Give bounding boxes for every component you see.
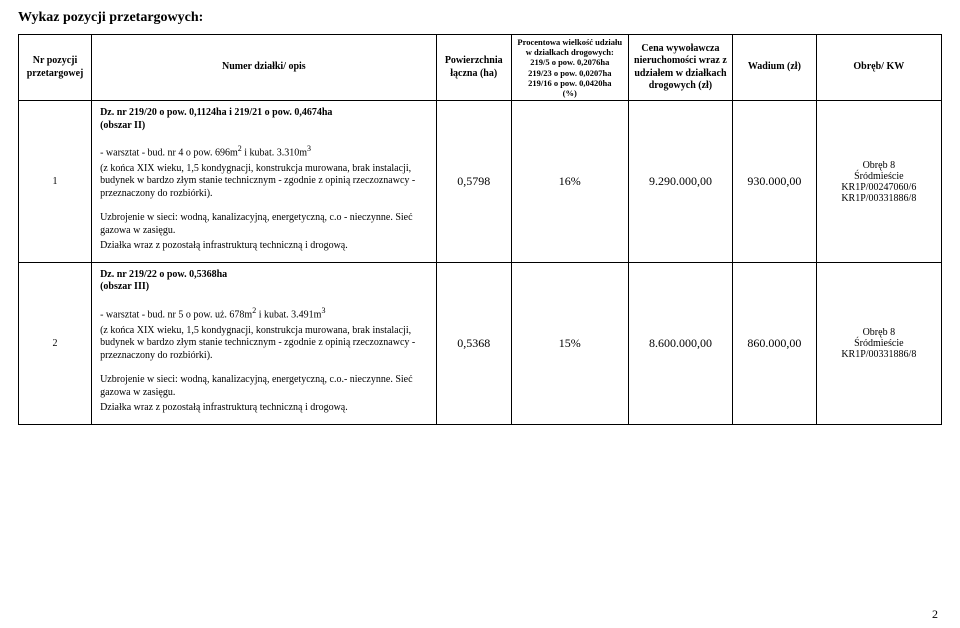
- opis-dz-b: (obszar III): [100, 281, 149, 292]
- cell-pct: 15%: [511, 262, 628, 424]
- kw-1: Obręb 8: [821, 327, 937, 338]
- page-root: Wykaz pozycji przetargowych: Nr pozycji …: [0, 0, 960, 628]
- table-row: 2 Dz. nr 219/22 o pow. 0,5368ha (obszar …: [19, 262, 942, 424]
- hdr-kw: Obręb/ KW: [816, 35, 941, 101]
- hdr-opis: Numer działki/ opis: [92, 35, 437, 101]
- cell-cena: 8.600.000,00: [628, 262, 732, 424]
- opis-dz: Dz. nr 219/20 o pow. 0,1124ha i 219/21 o…: [100, 107, 428, 132]
- opis-warsztat: - warsztat - bud. nr 4 o pow. 696m2 i ku…: [100, 144, 428, 160]
- opis-l4: Uzbrojenie w sieci: wodną, kanalizacyjną…: [100, 212, 428, 237]
- opis-dz-a: Dz. nr 219/20 o pow. 0,1124ha i 219/21 o…: [100, 107, 332, 118]
- table-body: 1 Dz. nr 219/20 o pow. 0,1124ha i 219/21…: [19, 101, 942, 425]
- hdr-nr: Nr pozycji przetargowej: [19, 35, 92, 101]
- opis-l3: (z końca XIX wieku, 1,5 kondygnacji, kon…: [100, 325, 428, 363]
- cell-ha: 0,5368: [436, 262, 511, 424]
- kw-2: Śródmieście: [821, 171, 937, 182]
- hdr-pct-l2: 219/5 o pow. 0,2076ha: [516, 57, 624, 67]
- cell-pct: 16%: [511, 101, 628, 263]
- hdr-ha: Powierzchnia łączna (ha): [436, 35, 511, 101]
- cell-wad: 930.000,00: [733, 101, 817, 263]
- opis-dz: Dz. nr 219/22 o pow. 0,5368ha (obszar II…: [100, 269, 428, 294]
- cell-cena: 9.290.000,00: [628, 101, 732, 263]
- hdr-pct-l4: 219/16 o pow. 0,0420ha: [516, 78, 624, 88]
- cell-nr: 1: [19, 101, 92, 263]
- cell-kw: Obręb 8 Śródmieście KR1P/00331886/8: [816, 262, 941, 424]
- opis-dz-b: (obszar II): [100, 120, 145, 131]
- opis-w-tail: i kubat. 3.310m: [242, 147, 307, 158]
- opis-w-a: - warsztat - bud. nr 4 o pow. 696m: [100, 147, 238, 158]
- sup3: 3: [321, 306, 325, 315]
- cell-opis: Dz. nr 219/20 o pow. 0,1124ha i 219/21 o…: [92, 101, 437, 263]
- kw-1: Obręb 8: [821, 160, 937, 171]
- kw-3: KR1P/00247060/6: [821, 182, 937, 193]
- cell-nr: 2: [19, 262, 92, 424]
- opis-l4: Uzbrojenie w sieci: wodną, kanalizacyjną…: [100, 374, 428, 399]
- hdr-wad: Wadium (zł): [733, 35, 817, 101]
- header-row: Nr pozycji przetargowej Numer działki/ o…: [19, 35, 942, 101]
- opis-l3: (z końca XIX wieku, 1,5 kondygnacji, kon…: [100, 163, 428, 201]
- opis-l5: Działka wraz z pozostałą infrastrukturą …: [100, 240, 428, 253]
- hdr-pct-l1: Procentowa wielkość udziału w działkach …: [516, 37, 624, 57]
- kw-3: KR1P/00331886/8: [821, 349, 937, 360]
- cell-opis: Dz. nr 219/22 o pow. 0,5368ha (obszar II…: [92, 262, 437, 424]
- cell-kw: Obręb 8 Śródmieście KR1P/00247060/6 KR1P…: [816, 101, 941, 263]
- hdr-cena: Cena wywoławcza nieruchomości wraz z udz…: [628, 35, 732, 101]
- opis-w-a: - warsztat - bud. nr 5 o pow. uż. 678m: [100, 309, 252, 320]
- opis-dz-a: Dz. nr 219/22 o pow. 0,5368ha: [100, 269, 227, 280]
- kw-2: Śródmieście: [821, 338, 937, 349]
- cell-wad: 860.000,00: [733, 262, 817, 424]
- page-number: 2: [932, 607, 938, 622]
- opis-w-tail: i kubat. 3.491m: [256, 309, 321, 320]
- table-head: Nr pozycji przetargowej Numer działki/ o…: [19, 35, 942, 101]
- sup3: 3: [307, 144, 311, 153]
- opis-l5: Działka wraz z pozostałą infrastrukturą …: [100, 402, 428, 415]
- opis-warsztat: - warsztat - bud. nr 5 o pow. uż. 678m2 …: [100, 306, 428, 322]
- table-row: 1 Dz. nr 219/20 o pow. 0,1124ha i 219/21…: [19, 101, 942, 263]
- hdr-pct: Procentowa wielkość udziału w działkach …: [511, 35, 628, 101]
- hdr-pct-l3: 219/23 o pow. 0,0207ha: [516, 68, 624, 78]
- hdr-pct-l5: (%): [516, 88, 624, 98]
- page-title: Wykaz pozycji przetargowych:: [18, 10, 942, 26]
- cell-ha: 0,5798: [436, 101, 511, 263]
- kw-4: KR1P/00331886/8: [821, 193, 937, 204]
- tender-table: Nr pozycji przetargowej Numer działki/ o…: [18, 34, 942, 425]
